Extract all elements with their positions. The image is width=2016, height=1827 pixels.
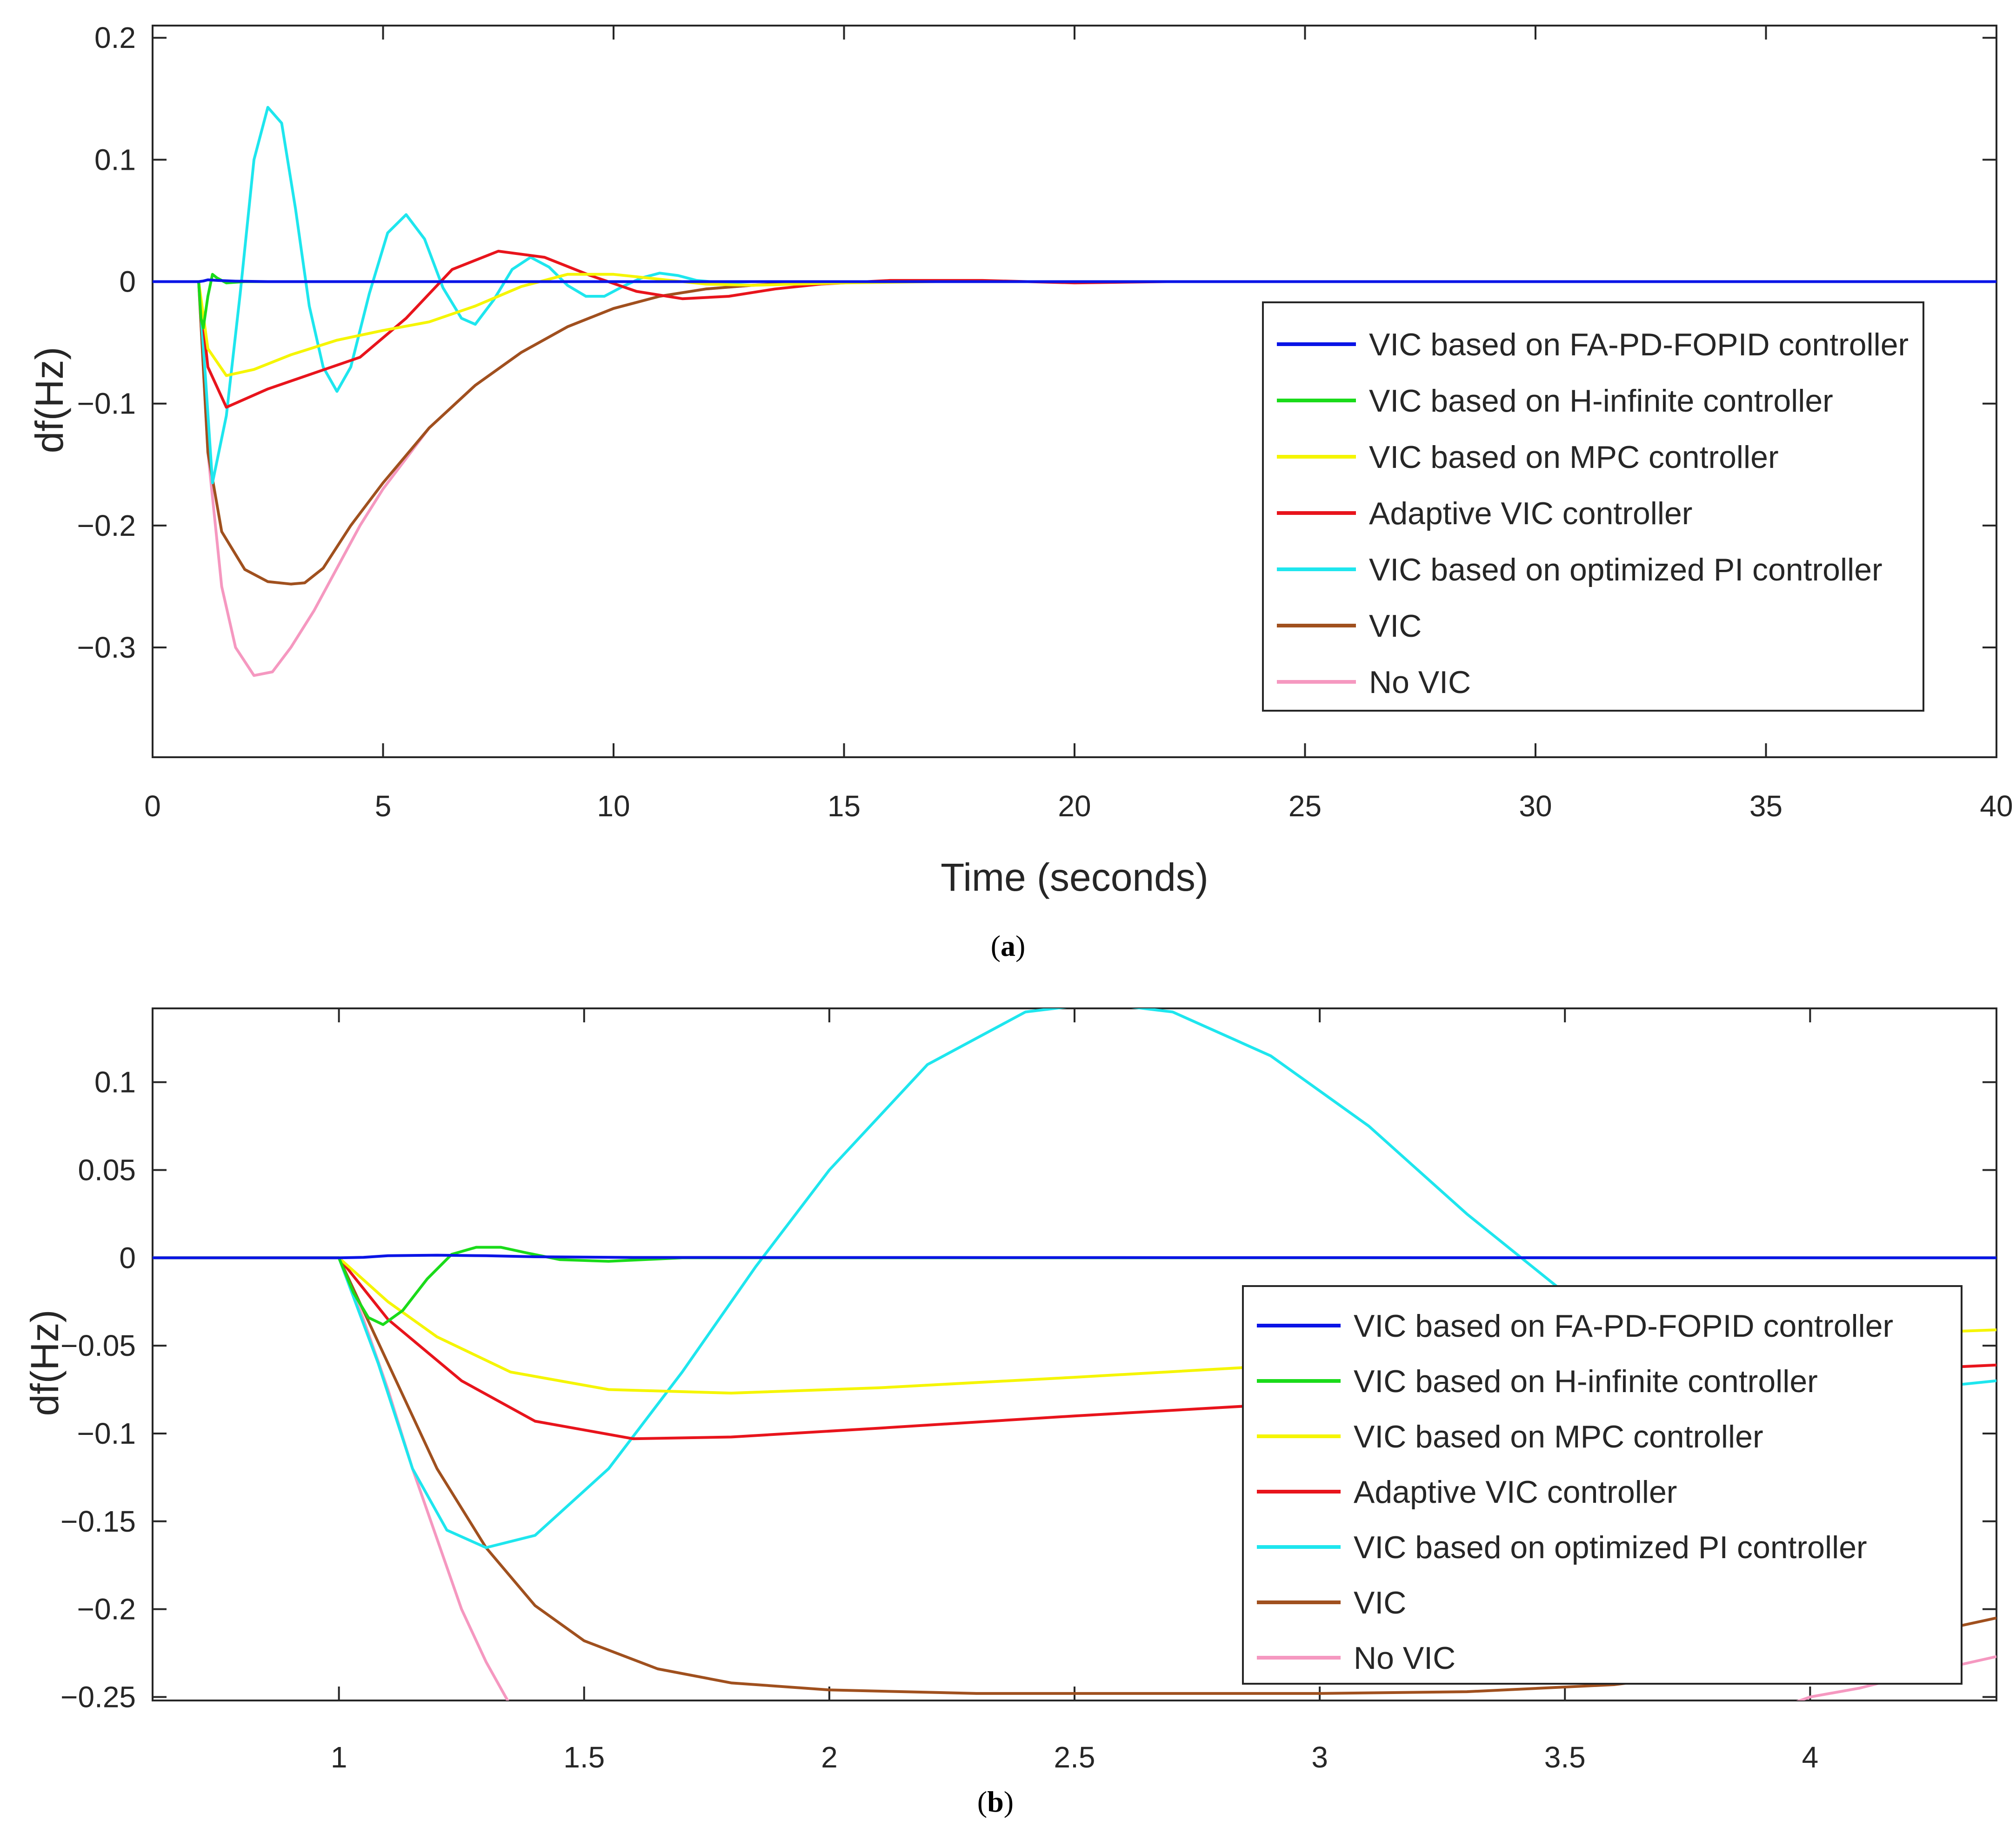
x-tick-label: 5	[375, 789, 392, 823]
x-tick-label: 2.5	[1054, 1740, 1095, 1774]
legend-entry: VIC based on MPC controller	[1354, 1419, 1763, 1454]
x-tick-label: 2	[821, 1740, 838, 1774]
x-axis-label-a: Time (seconds)	[941, 855, 1208, 899]
y-tick-label: 0	[119, 265, 136, 299]
y-axis-label-b: df(Hz)	[23, 1310, 67, 1416]
axis-ticks-a: 0 5 10 15 20 25 30 35 40 −0.3 −0.2 −0.1 0 0.1 0.2	[77, 21, 2013, 823]
y-tick-label: 0.1	[94, 1066, 136, 1099]
legend-entry: Adaptive VIC controller	[1369, 496, 1692, 531]
legend-entry: VIC based on MPC controller	[1369, 440, 1779, 475]
x-tick-label: 40	[1980, 789, 2013, 823]
legend-entry: Adaptive VIC controller	[1354, 1474, 1677, 1510]
chart-panel-b: 1 1.5 2 2.5 3 3.5 4 −0.25 −0.2 −0.15 −0.1 −0.05 0 0.0…	[23, 1007, 1997, 1818]
y-tick-label: 0.05	[78, 1153, 136, 1187]
y-axis-label-a: df(Hz)	[27, 347, 71, 453]
axis-ticks-b: 1 1.5 2 2.5 3 3.5 4 −0.25 −0.2 −0.15 −0.1 −0.05 0 0.0…	[60, 1008, 1996, 1774]
legend-b: VIC based on FA-PD-FOPID controller VIC b…	[1242, 1285, 1963, 1685]
chart-panel-a: 0 5 10 15 20 25 30 35 40 −0.3 −0.2 −0.1 0 0.1 0.2 df(H…	[27, 21, 2013, 962]
series-lines-a	[153, 106, 1996, 677]
legend-entry: VIC based on optimized PI controller	[1369, 552, 1882, 587]
legend-entry: VIC	[1354, 1585, 1406, 1620]
x-tick-label: 3.5	[1544, 1740, 1586, 1774]
series-line-vic-based-on-fa-pd-fopid-controller	[153, 1254, 1996, 1260]
x-tick-label: 1	[331, 1740, 347, 1774]
y-tick-label: 0.2	[94, 21, 136, 54]
series-line-vic-based-on-fa-pd-fopid-controller	[153, 278, 1996, 283]
y-tick-label: 0	[119, 1241, 136, 1274]
x-tick-label: 15	[828, 789, 861, 823]
y-tick-label: −0.1	[77, 1417, 136, 1450]
y-tick-label: −0.3	[77, 631, 136, 664]
y-tick-label: −0.2	[77, 509, 136, 542]
y-tick-label: −0.1	[77, 387, 136, 420]
x-tick-label: 0	[144, 789, 161, 823]
legend-entry: VIC based on H-infinite controller	[1354, 1364, 1818, 1399]
y-tick-label: −0.2	[77, 1593, 136, 1626]
legend-entry: VIC based on FA-PD-FOPID controller	[1369, 327, 1909, 362]
legend-entry: VIC	[1369, 608, 1422, 644]
x-tick-label: 30	[1519, 789, 1552, 823]
x-tick-label: 3	[1311, 1740, 1328, 1774]
x-tick-label: 10	[597, 789, 630, 823]
legend-a: VIC based on FA-PD-FOPID controller VIC b…	[1262, 301, 1924, 712]
y-tick-label: −0.05	[60, 1329, 136, 1362]
series-line-vic-based-on-mpc-controller	[153, 273, 1996, 377]
legend-entry: VIC based on optimized PI controller	[1354, 1530, 1867, 1565]
legend-entry: VIC based on FA-PD-FOPID controller	[1354, 1308, 1893, 1344]
x-tick-label: 35	[1749, 789, 1782, 823]
y-tick-label: 0.1	[94, 143, 136, 176]
x-tick-label: 20	[1058, 789, 1091, 823]
y-tick-label: −0.25	[60, 1680, 136, 1714]
x-tick-label: 1.5	[563, 1740, 605, 1774]
legend-entry: No VIC	[1354, 1640, 1455, 1676]
y-tick-label: −0.15	[60, 1505, 136, 1538]
legend-entry: No VIC	[1369, 665, 1471, 700]
caption-b: (b)	[977, 1785, 1014, 1818]
x-tick-label: 4	[1802, 1740, 1819, 1774]
caption-a: (a)	[991, 929, 1026, 962]
legend-box	[1242, 1285, 1963, 1685]
legend-box	[1262, 301, 1924, 712]
legend-entry: VIC based on H-infinite controller	[1369, 383, 1833, 419]
x-tick-label: 25	[1288, 789, 1322, 823]
